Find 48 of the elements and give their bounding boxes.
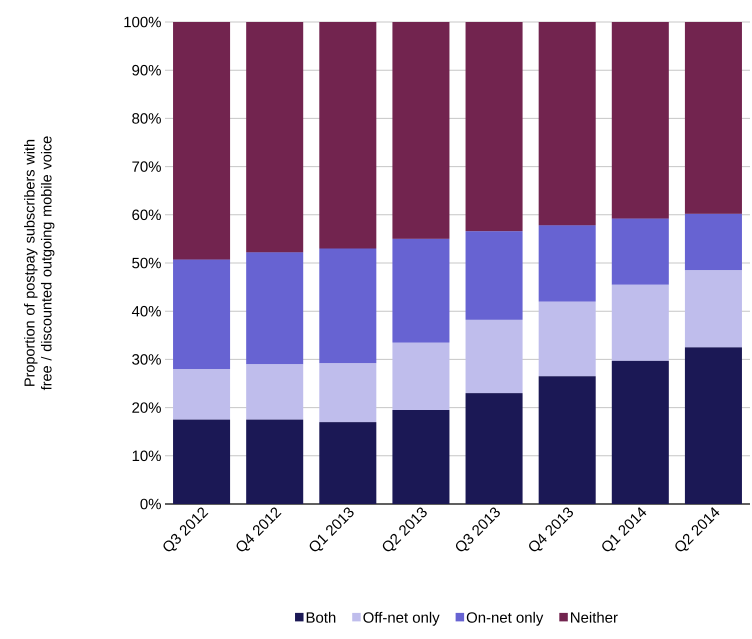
bar: [246, 364, 304, 420]
y-axis-title: Proportion of postpay subscribers with free / discounted outgoing mobile voice: [24, 136, 54, 390]
legend-label: Off-net only: [363, 612, 440, 626]
bar: [246, 252, 304, 364]
y-tick-label: 50%: [132, 258, 161, 268]
y-tick-label: 0%: [140, 498, 161, 510]
y-tick-label: 100%: [124, 16, 161, 28]
bar: [319, 248, 376, 364]
bar: [466, 22, 523, 232]
bar: [319, 422, 376, 504]
bar: [612, 284, 669, 361]
bar: [466, 393, 523, 504]
bar: [612, 218, 669, 285]
bar: [246, 420, 304, 504]
bar: [392, 410, 450, 504]
bar: [466, 231, 523, 320]
bar: [684, 270, 742, 348]
legend-label: On-net only: [466, 612, 544, 626]
bar: [392, 22, 450, 239]
y-tick-label: 10%: [132, 450, 161, 462]
y-tick-label: 30%: [132, 354, 161, 365]
y-tick-label: 80%: [132, 113, 161, 124]
bar: [538, 225, 596, 302]
legend-label: Neither: [571, 612, 618, 623]
bar: [684, 347, 742, 504]
bar: [246, 22, 304, 252]
bar: [612, 22, 669, 219]
bar: [612, 360, 669, 504]
bar: [319, 363, 376, 422]
y-tick-label: 40%: [132, 306, 161, 316]
bar: [392, 238, 450, 343]
bar: [173, 420, 230, 504]
legend-label: Both: [306, 612, 336, 623]
bar: [538, 376, 596, 504]
y-tick-label: 90%: [132, 64, 161, 76]
bar: [684, 22, 742, 214]
bar: [538, 22, 596, 226]
bar: [392, 342, 450, 410]
bar: [538, 302, 596, 376]
bar: [684, 214, 742, 270]
bar: [173, 369, 230, 420]
y-tick-label: 70%: [132, 161, 161, 172]
y-tick-label: 60%: [132, 210, 161, 220]
bar: [173, 22, 230, 260]
y-tick-label: 20%: [132, 402, 161, 413]
bar: [319, 22, 376, 249]
bar: [466, 320, 523, 394]
bar: [173, 260, 230, 370]
